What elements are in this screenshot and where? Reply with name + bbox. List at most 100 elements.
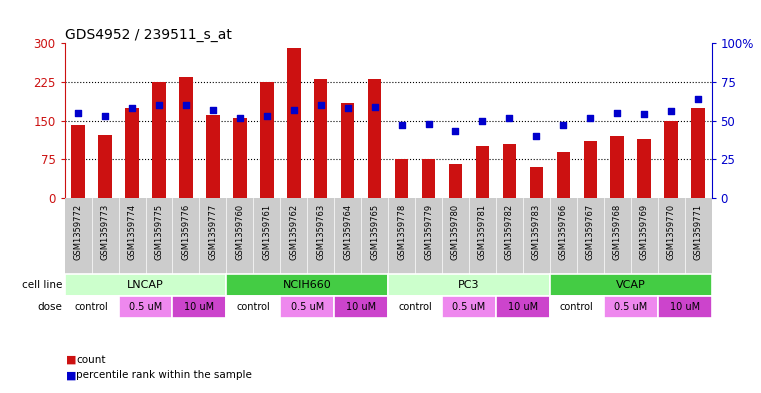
Text: GSM1359765: GSM1359765 xyxy=(370,204,379,260)
Point xyxy=(368,103,380,110)
Point xyxy=(180,102,192,108)
Bar xyxy=(691,108,705,198)
Text: count: count xyxy=(76,354,106,365)
Text: GSM1359783: GSM1359783 xyxy=(532,204,541,260)
Text: 0.5 uM: 0.5 uM xyxy=(614,302,648,312)
Point xyxy=(611,110,623,116)
Point xyxy=(342,105,354,111)
Text: 10 uM: 10 uM xyxy=(670,302,699,312)
Text: NCIH660: NCIH660 xyxy=(283,280,332,290)
Text: control: control xyxy=(398,302,432,312)
Bar xyxy=(368,79,381,198)
Text: ■: ■ xyxy=(66,354,77,365)
Text: LNCAP: LNCAP xyxy=(127,280,164,290)
Text: GSM1359775: GSM1359775 xyxy=(154,204,164,260)
Text: GSM1359761: GSM1359761 xyxy=(263,204,272,260)
Bar xyxy=(280,296,334,318)
Bar xyxy=(206,116,220,198)
Point xyxy=(692,96,704,102)
Bar xyxy=(72,125,85,198)
Point xyxy=(261,113,273,119)
Point xyxy=(530,133,543,139)
Point xyxy=(153,102,165,108)
Text: GSM1359781: GSM1359781 xyxy=(478,204,487,260)
Bar xyxy=(603,296,658,318)
Bar xyxy=(227,296,280,318)
Text: GSM1359771: GSM1359771 xyxy=(693,204,702,260)
Text: 10 uM: 10 uM xyxy=(508,302,538,312)
Text: 0.5 uM: 0.5 uM xyxy=(291,302,324,312)
Text: GDS4952 / 239511_s_at: GDS4952 / 239511_s_at xyxy=(65,28,231,42)
Point xyxy=(557,122,569,129)
Bar xyxy=(476,146,489,198)
Text: 10 uM: 10 uM xyxy=(346,302,376,312)
Text: GSM1359772: GSM1359772 xyxy=(74,204,83,260)
Text: PC3: PC3 xyxy=(458,280,479,290)
Bar xyxy=(98,135,112,198)
Bar xyxy=(388,274,550,296)
Bar xyxy=(422,159,435,198)
Text: control: control xyxy=(237,302,270,312)
Bar xyxy=(119,296,173,318)
Bar xyxy=(334,296,388,318)
Point xyxy=(638,111,650,118)
Bar xyxy=(173,296,227,318)
Point xyxy=(234,114,246,121)
Text: GSM1359770: GSM1359770 xyxy=(667,204,676,260)
Bar xyxy=(584,141,597,198)
Text: GSM1359778: GSM1359778 xyxy=(397,204,406,260)
Text: GSM1359780: GSM1359780 xyxy=(451,204,460,260)
Text: 0.5 uM: 0.5 uM xyxy=(129,302,162,312)
Text: dose: dose xyxy=(37,302,62,312)
Text: GSM1359767: GSM1359767 xyxy=(586,204,595,260)
Point xyxy=(584,114,597,121)
Bar xyxy=(260,82,273,198)
Point xyxy=(503,114,515,121)
Text: GSM1359776: GSM1359776 xyxy=(181,204,190,260)
Text: GSM1359769: GSM1359769 xyxy=(640,204,648,260)
Text: GSM1359766: GSM1359766 xyxy=(559,204,568,260)
Bar xyxy=(314,79,327,198)
Point xyxy=(99,113,111,119)
Bar xyxy=(664,121,678,198)
Bar xyxy=(550,274,712,296)
Bar xyxy=(388,296,442,318)
Text: GSM1359782: GSM1359782 xyxy=(505,204,514,260)
Text: GSM1359777: GSM1359777 xyxy=(209,204,218,260)
Bar xyxy=(658,296,712,318)
Text: GSM1359774: GSM1359774 xyxy=(128,204,136,260)
Bar xyxy=(227,274,388,296)
Text: control: control xyxy=(75,302,109,312)
Bar xyxy=(503,144,516,198)
Bar xyxy=(550,296,603,318)
Text: GSM1359768: GSM1359768 xyxy=(613,204,622,260)
Text: ■: ■ xyxy=(66,370,77,380)
Bar xyxy=(395,159,409,198)
Point xyxy=(450,128,462,134)
Point xyxy=(665,108,677,114)
Point xyxy=(288,107,300,113)
Text: GSM1359764: GSM1359764 xyxy=(343,204,352,260)
Bar xyxy=(341,103,355,198)
Point xyxy=(422,121,435,127)
Text: VCAP: VCAP xyxy=(616,280,645,290)
Bar xyxy=(180,77,193,198)
Bar xyxy=(449,164,462,198)
Bar xyxy=(287,48,301,198)
Bar xyxy=(638,139,651,198)
Bar xyxy=(530,167,543,198)
Text: 10 uM: 10 uM xyxy=(184,302,215,312)
Text: cell line: cell line xyxy=(21,280,62,290)
Text: GSM1359762: GSM1359762 xyxy=(289,204,298,260)
Bar xyxy=(152,82,166,198)
Bar xyxy=(610,136,624,198)
Bar xyxy=(126,108,139,198)
Text: GSM1359779: GSM1359779 xyxy=(424,204,433,260)
Point xyxy=(72,110,84,116)
Text: 0.5 uM: 0.5 uM xyxy=(452,302,486,312)
Bar xyxy=(442,296,496,318)
Text: control: control xyxy=(560,302,594,312)
Bar xyxy=(496,296,550,318)
Text: GSM1359763: GSM1359763 xyxy=(317,204,325,260)
Bar xyxy=(65,274,227,296)
